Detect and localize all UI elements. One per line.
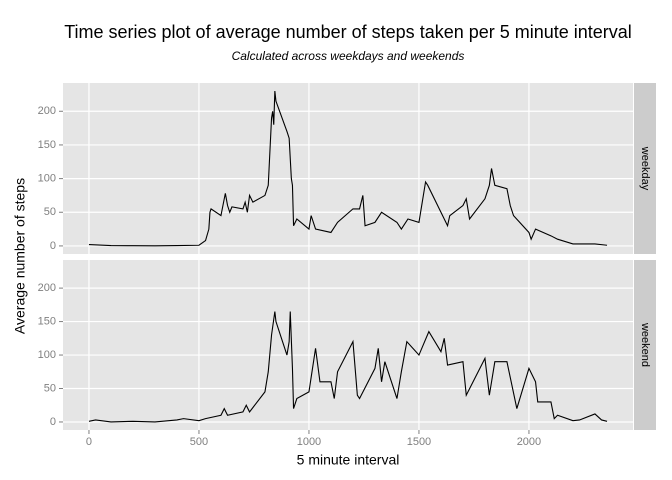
facet-strip bbox=[634, 83, 656, 254]
y-tick-label: 150 bbox=[38, 139, 56, 151]
chart-title: Time series plot of average number of st… bbox=[64, 22, 632, 42]
y-tick-label: 0 bbox=[50, 416, 56, 428]
y-tick-label: 100 bbox=[38, 173, 56, 185]
facet-label: weekday bbox=[639, 146, 651, 191]
series-line bbox=[88, 311, 608, 423]
y-tick-label: 50 bbox=[44, 382, 56, 394]
y-tick-label: 200 bbox=[38, 105, 56, 117]
chart-subtitle: Calculated across weekdays and weekends bbox=[232, 49, 465, 63]
x-axis-label: 5 minute interval bbox=[297, 452, 400, 468]
facet-strip bbox=[634, 260, 656, 430]
panel-background bbox=[63, 260, 633, 430]
x-tick-label: 0 bbox=[86, 436, 92, 448]
x-tick-label: 500 bbox=[190, 436, 208, 448]
y-tick-label: 0 bbox=[50, 240, 56, 252]
facet-label: weekend bbox=[639, 322, 651, 367]
y-axis-label: Average number of steps bbox=[12, 178, 28, 334]
y-tick-label: 200 bbox=[38, 282, 56, 294]
x-tick-label: 1000 bbox=[297, 436, 321, 448]
series-line bbox=[88, 91, 608, 247]
y-tick-label: 150 bbox=[38, 315, 56, 327]
y-tick-label: 50 bbox=[44, 206, 56, 218]
x-tick-label: 2000 bbox=[517, 436, 541, 448]
y-tick-label: 100 bbox=[38, 349, 56, 361]
x-tick-label: 1500 bbox=[407, 436, 431, 448]
panel-background bbox=[63, 83, 633, 254]
